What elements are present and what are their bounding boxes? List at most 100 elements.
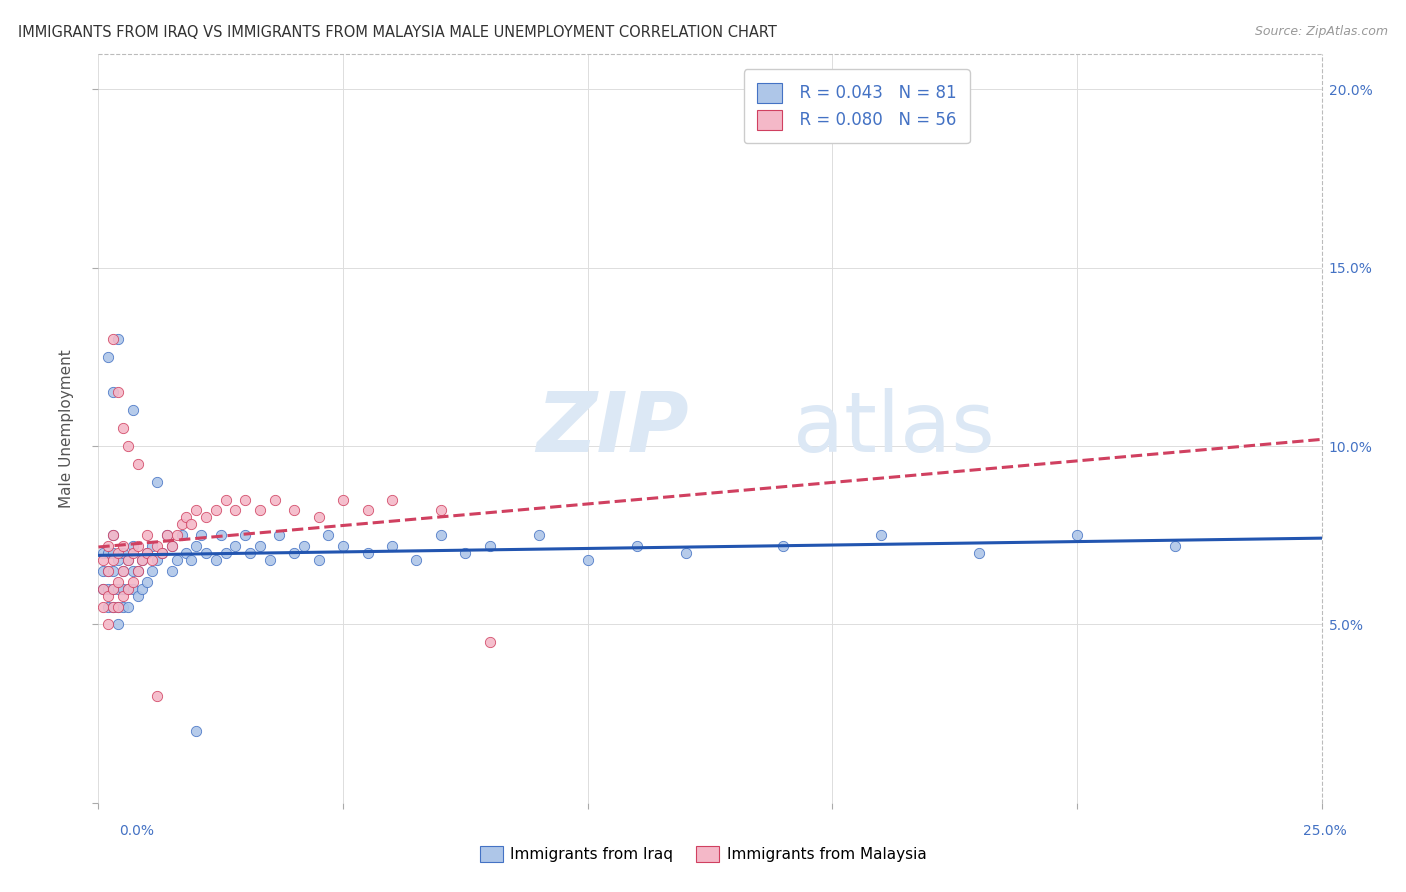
Point xyxy=(97,564,120,578)
Point xyxy=(111,599,134,614)
Point xyxy=(626,539,648,553)
Point xyxy=(97,350,120,364)
Point xyxy=(107,332,129,346)
Text: ZIP: ZIP xyxy=(536,388,689,468)
Point xyxy=(111,582,134,596)
Point xyxy=(131,553,153,567)
Point xyxy=(101,564,124,578)
Point xyxy=(675,546,697,560)
Point xyxy=(107,546,129,560)
Point xyxy=(430,528,453,542)
Point xyxy=(111,564,134,578)
Point xyxy=(117,553,139,567)
Point xyxy=(107,385,129,400)
Point xyxy=(160,539,183,553)
Point xyxy=(101,599,124,614)
Point xyxy=(97,582,120,596)
Point xyxy=(101,528,124,542)
Point xyxy=(111,539,134,553)
Point xyxy=(870,528,893,542)
Point xyxy=(127,457,149,471)
Point xyxy=(195,546,218,560)
Point xyxy=(121,574,143,589)
Point xyxy=(186,724,208,739)
Point xyxy=(91,564,114,578)
Point xyxy=(318,528,340,542)
Legend: Immigrants from Iraq, Immigrants from Malaysia: Immigrants from Iraq, Immigrants from Ma… xyxy=(474,840,932,868)
Text: 25.0%: 25.0% xyxy=(1303,824,1347,838)
Legend:   R = 0.043   N = 81,   R = 0.080   N = 56: R = 0.043 N = 81, R = 0.080 N = 56 xyxy=(744,70,970,144)
Point xyxy=(205,553,228,567)
Point xyxy=(146,689,169,703)
Point xyxy=(97,539,120,553)
Point xyxy=(111,589,134,603)
Point xyxy=(308,553,330,567)
Point xyxy=(205,503,228,517)
Point xyxy=(117,599,139,614)
Point xyxy=(259,553,281,567)
Point xyxy=(166,528,188,542)
Point xyxy=(1164,539,1187,553)
Point xyxy=(308,510,330,524)
Point xyxy=(131,582,153,596)
Point xyxy=(101,599,124,614)
Point xyxy=(101,546,124,560)
Point xyxy=(180,517,202,532)
Point xyxy=(121,546,143,560)
Point xyxy=(117,582,139,596)
Point xyxy=(176,546,198,560)
Y-axis label: Male Unemployment: Male Unemployment xyxy=(59,349,75,508)
Point xyxy=(1066,528,1088,542)
Point xyxy=(97,589,120,603)
Point xyxy=(527,528,550,542)
Point xyxy=(107,617,129,632)
Point xyxy=(233,492,256,507)
Point xyxy=(97,564,120,578)
Point xyxy=(146,475,169,489)
Point xyxy=(141,539,163,553)
Point xyxy=(209,528,232,542)
Point xyxy=(121,539,143,553)
Point xyxy=(91,546,114,560)
Point xyxy=(107,582,129,596)
Point xyxy=(127,539,149,553)
Point xyxy=(91,599,114,614)
Point xyxy=(263,492,285,507)
Point xyxy=(136,546,159,560)
Point xyxy=(224,503,246,517)
Point xyxy=(186,539,208,553)
Text: Source: ZipAtlas.com: Source: ZipAtlas.com xyxy=(1254,25,1388,38)
Point xyxy=(91,553,114,567)
Point xyxy=(214,492,236,507)
Point xyxy=(136,574,159,589)
Point xyxy=(117,553,139,567)
Point xyxy=(405,553,427,567)
Point xyxy=(136,528,159,542)
Point xyxy=(224,539,246,553)
Point xyxy=(101,582,124,596)
Point xyxy=(107,553,129,567)
Point xyxy=(101,528,124,542)
Point xyxy=(107,574,129,589)
Point xyxy=(772,539,794,553)
Point xyxy=(269,528,291,542)
Point xyxy=(101,553,124,567)
Point xyxy=(121,564,143,578)
Point xyxy=(136,546,159,560)
Point xyxy=(332,492,354,507)
Point xyxy=(146,553,169,567)
Point xyxy=(430,503,453,517)
Point xyxy=(381,492,404,507)
Point xyxy=(111,421,134,435)
Point xyxy=(283,503,305,517)
Point xyxy=(107,599,129,614)
Point xyxy=(967,546,990,560)
Point xyxy=(356,503,378,517)
Point xyxy=(150,546,173,560)
Text: IMMIGRANTS FROM IRAQ VS IMMIGRANTS FROM MALAYSIA MALE UNEMPLOYMENT CORRELATION C: IMMIGRANTS FROM IRAQ VS IMMIGRANTS FROM … xyxy=(18,25,778,40)
Point xyxy=(150,546,173,560)
Point xyxy=(101,332,124,346)
Point xyxy=(332,539,354,553)
Point xyxy=(117,439,139,453)
Point xyxy=(101,385,124,400)
